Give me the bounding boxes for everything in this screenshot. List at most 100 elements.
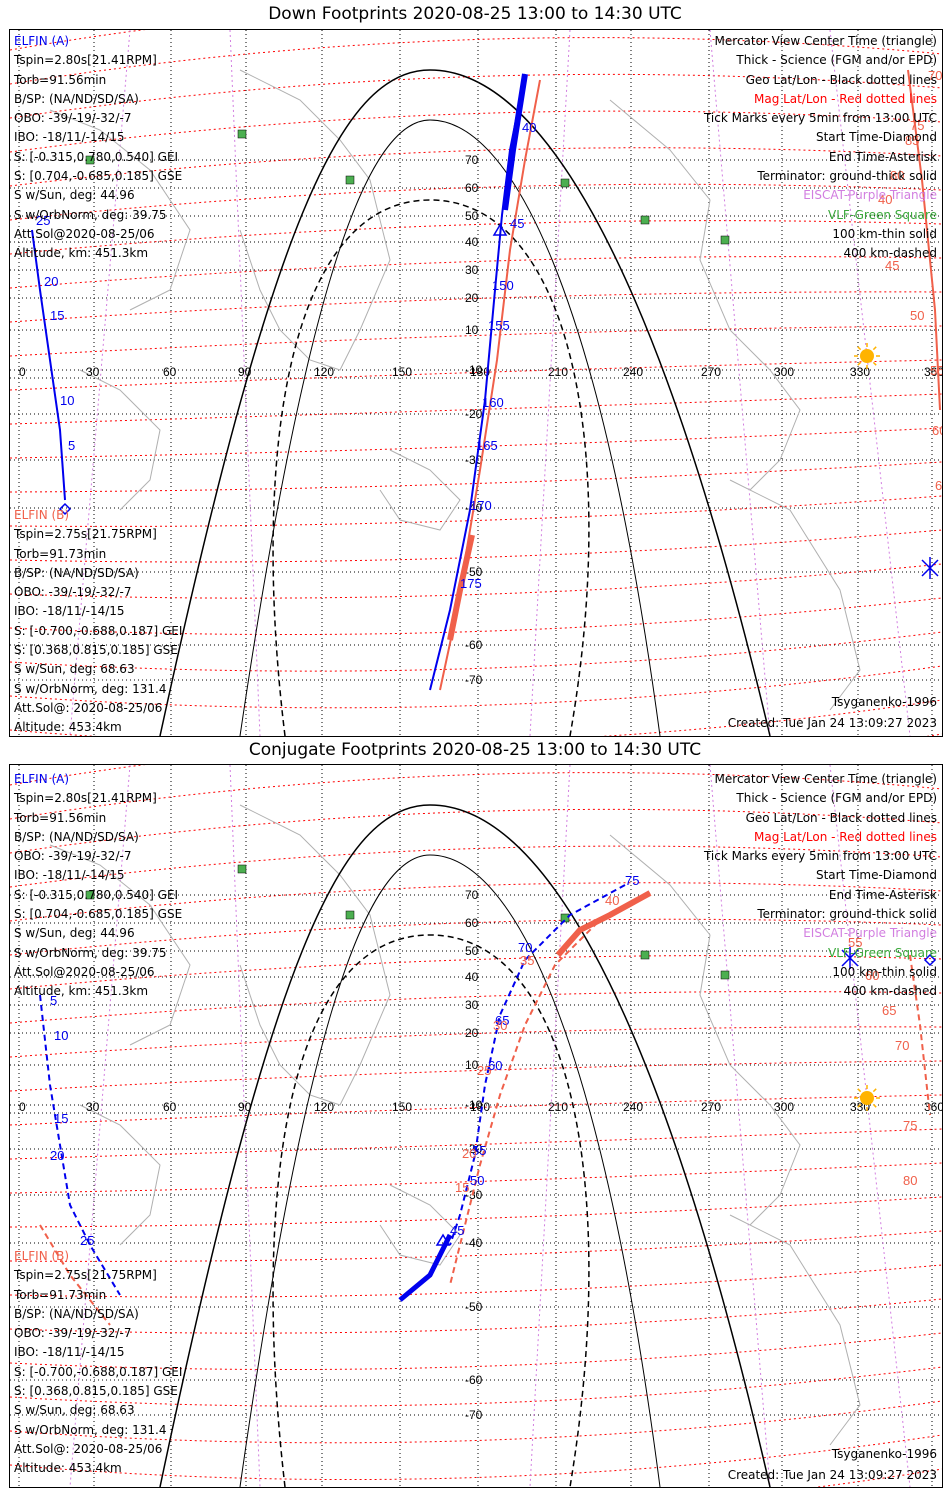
terminator-ground [159, 804, 771, 1487]
track-b-tick-label: 15 [455, 1180, 469, 1195]
track-b-tick-label: 75 [903, 1118, 917, 1133]
center-time-triangle [492, 223, 508, 236]
info-line: IBO: -18/11/-14/15 [14, 604, 125, 619]
start-diamond-icon [58, 502, 72, 516]
lon-label: 90 [238, 1100, 252, 1114]
info-line: Altitude, km: 451.3km [14, 246, 149, 261]
start-diamond-icon [923, 953, 937, 967]
mag-lat-curve [10, 1128, 942, 1160]
mag-lat-curve [10, 1400, 942, 1444]
elfin-b-track-east [907, 69, 941, 411]
panel-title-conjugate: Conjugate Footprints 2020-08-25 13:00 to… [248, 740, 702, 760]
lat-label: 60 [465, 181, 479, 195]
lat-label: 60 [465, 916, 479, 930]
track-a-tick-label: 55 [472, 1143, 486, 1158]
info-line: B/SP: (NA/ND/SD/SA) [14, 91, 139, 106]
lat-label: 50 [465, 209, 479, 223]
lat-label: 40 [465, 970, 479, 984]
vlf-station-square [85, 155, 95, 165]
lon-label: 60 [163, 365, 177, 379]
elfin-a-track-west [39, 994, 121, 1296]
terminator-400km [272, 934, 590, 1487]
coastline [79, 369, 161, 511]
info-line: S: [0.368,0.815,0.185] GSE [14, 1384, 178, 1399]
model-label: Tsyganenko-1996 [831, 1447, 937, 1461]
legend-line: Tick Marks every 5min from 13:00 UTC [703, 111, 937, 126]
lat-label: -50 [465, 565, 483, 579]
mag-lat-curve [10, 597, 942, 636]
track-b-tick-label: 70 [928, 68, 942, 83]
info-line: Att.Sol@2020-08-25/06 [14, 964, 155, 979]
legend-line: EISCAT-Purple Triangle [803, 188, 937, 203]
track-a-tick-label: 45 [510, 216, 524, 231]
elfin-a-science-segment [502, 73, 528, 211]
mag-lat-curve [10, 37, 942, 85]
end-asterisk-icon [921, 557, 939, 579]
mag-lat-curve [10, 665, 942, 709]
created-label: Created: Tue Jan 24 13:09:27 2023 [727, 1468, 937, 1482]
info-line: Altitude: 453.4km [14, 720, 122, 735]
elfin-b-name: ELFIN (B) [14, 1249, 70, 1263]
mag-lat-curve [10, 1366, 942, 1407]
track-b-tick-label: 65 [882, 1003, 896, 1018]
elfin-a-track-west [31, 229, 66, 501]
mag-lat-curve [10, 882, 942, 922]
vlf-station-square [85, 890, 95, 900]
elfin-a-info-down: ELFIN (A) Tspin=2.80s[21.41RPM] Torb=91.… [14, 32, 182, 264]
info-line: S: [-0.315,0.780,0.540] GEI [14, 887, 179, 902]
track-a-tick-label: 165 [476, 438, 498, 453]
info-line: B/SP: (NA/ND/SD/SA) [14, 565, 139, 580]
sun-ray [872, 346, 877, 351]
elfin-a-science-segment [398, 1233, 453, 1302]
info-line: OBO: -39/-19/-32/-7 [14, 585, 132, 600]
mag-lon-line [529, 30, 571, 736]
mag-lat-curve [10, 1060, 942, 1092]
legend-line: Tick Marks every 5min from 13:00 UTC [703, 849, 937, 864]
mag-lat-curve [10, 359, 942, 391]
track-a-tick-label: 150 [492, 278, 514, 293]
info-line: S w/Sun, deg: 44.96 [14, 188, 135, 203]
track-a-tick-label: 155 [488, 318, 510, 333]
info-line: Altitude: 453.4km [14, 1461, 122, 1476]
mag-lon-line [529, 765, 571, 1487]
track-b-tick-label: 50 [910, 308, 924, 323]
info-line: S: [-0.700,-0.688,0.187] GEI [14, 623, 183, 638]
lat-label: 40 [465, 235, 479, 249]
coastline [239, 69, 391, 371]
info-line: S: [0.704,-0.685,0.185] GSE [14, 907, 183, 922]
coastline [49, 844, 191, 1046]
mag-lat-curve [10, 529, 942, 563]
sun-ray [872, 361, 877, 366]
info-line: S w/OrbNorm, deg: 131.4 [14, 1422, 167, 1437]
lon-label: 270 [701, 1100, 721, 1114]
mag-lat-curve [10, 955, 942, 990]
vlf-station-square [237, 129, 247, 139]
mag-lon-line [709, 30, 771, 736]
legend-line: 100 km-thin solid [832, 226, 937, 241]
track-b-tick-label: 60 [932, 423, 942, 438]
mag-lat-curve [10, 772, 942, 820]
track-b-tick-label: 35 [520, 953, 534, 968]
lat-label: -10 [465, 1098, 483, 1112]
sun-icon [860, 1091, 874, 1105]
lon-label: 30 [86, 1100, 100, 1114]
track-a-tick-label: 10 [54, 1028, 68, 1043]
mag-lat-curve [10, 1264, 942, 1298]
info-line: S w/Sun, deg: 44.96 [14, 926, 135, 941]
lon-label: 0 [19, 365, 26, 379]
track-a-tick-label: 5 [68, 438, 75, 453]
sun-icon [860, 349, 874, 363]
info-line: B/SP: (NA/ND/SD/SA) [14, 1306, 139, 1321]
track-a-tick-label: 20 [44, 274, 58, 289]
info-line: OBO: -39/-19/-32/-7 [14, 849, 132, 864]
mag-lat-curve [10, 256, 942, 289]
mag-lat-curve [10, 1434, 942, 1481]
lon-label: 120 [314, 365, 334, 379]
track-a-tick-label: 170 [470, 498, 492, 513]
mag-lat-curve [10, 631, 942, 672]
lat-label: -60 [465, 638, 483, 652]
vlf-station-square [237, 864, 247, 874]
mag-lat-curve [10, 220, 942, 255]
lon-label: 30 [86, 365, 100, 379]
mag-lat-curve [10, 1094, 942, 1126]
